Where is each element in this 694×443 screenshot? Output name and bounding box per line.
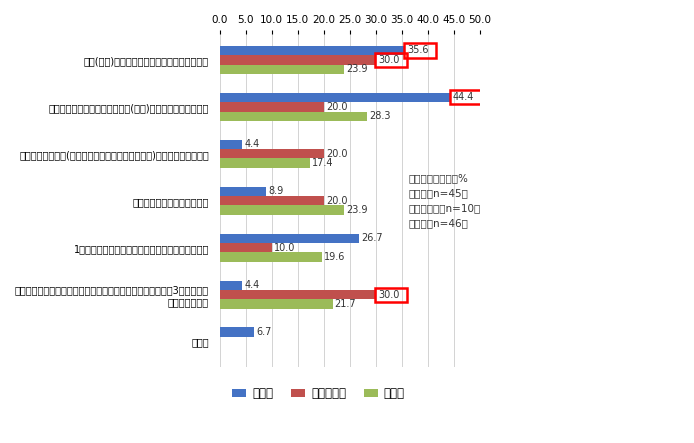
- Text: 26.7: 26.7: [361, 233, 382, 243]
- Text: 20.0: 20.0: [326, 196, 348, 206]
- Bar: [219, 206, 344, 215]
- Bar: [219, 233, 359, 243]
- Bar: [219, 299, 332, 309]
- Text: 44.4: 44.4: [453, 93, 475, 102]
- Text: 複数回答、単位：%
大企業（n=45）
ベンチャー（n=10）
その他（n=46）: 複数回答、単位：% 大企業（n=45） ベンチャー（n=10） その他（n=46…: [409, 174, 481, 228]
- Text: 4.4: 4.4: [244, 280, 260, 290]
- Text: 23.9: 23.9: [346, 64, 368, 74]
- Bar: [219, 140, 242, 149]
- Bar: [219, 280, 242, 290]
- Bar: [219, 243, 271, 253]
- Text: 4.4: 4.4: [244, 140, 260, 149]
- Bar: [375, 53, 407, 67]
- Text: 20.0: 20.0: [326, 102, 348, 112]
- Text: 30.0: 30.0: [378, 290, 399, 299]
- Text: 21.7: 21.7: [335, 299, 356, 309]
- Bar: [219, 196, 324, 206]
- Bar: [219, 65, 344, 74]
- Bar: [219, 112, 367, 121]
- Bar: [219, 159, 310, 168]
- Text: 28.3: 28.3: [369, 111, 391, 121]
- Text: 10.0: 10.0: [273, 243, 295, 253]
- Bar: [219, 327, 255, 337]
- Bar: [219, 46, 405, 55]
- Bar: [219, 93, 451, 102]
- Text: 8.9: 8.9: [268, 187, 283, 196]
- Text: 19.6: 19.6: [324, 252, 345, 262]
- Bar: [219, 55, 376, 65]
- Bar: [219, 290, 376, 299]
- Bar: [219, 253, 322, 262]
- Legend: 大企業, ベンチャー, その他: 大企業, ベンチャー, その他: [228, 382, 409, 405]
- Bar: [450, 90, 482, 105]
- Text: 30.0: 30.0: [378, 55, 399, 65]
- Bar: [375, 288, 407, 302]
- Bar: [404, 43, 436, 58]
- Text: 23.9: 23.9: [346, 205, 368, 215]
- Text: 17.4: 17.4: [312, 158, 334, 168]
- Text: 35.6: 35.6: [407, 46, 429, 55]
- Bar: [219, 102, 324, 112]
- Text: 6.7: 6.7: [257, 327, 272, 337]
- Bar: [219, 149, 324, 159]
- Text: 20.0: 20.0: [326, 149, 348, 159]
- Bar: [219, 187, 266, 196]
